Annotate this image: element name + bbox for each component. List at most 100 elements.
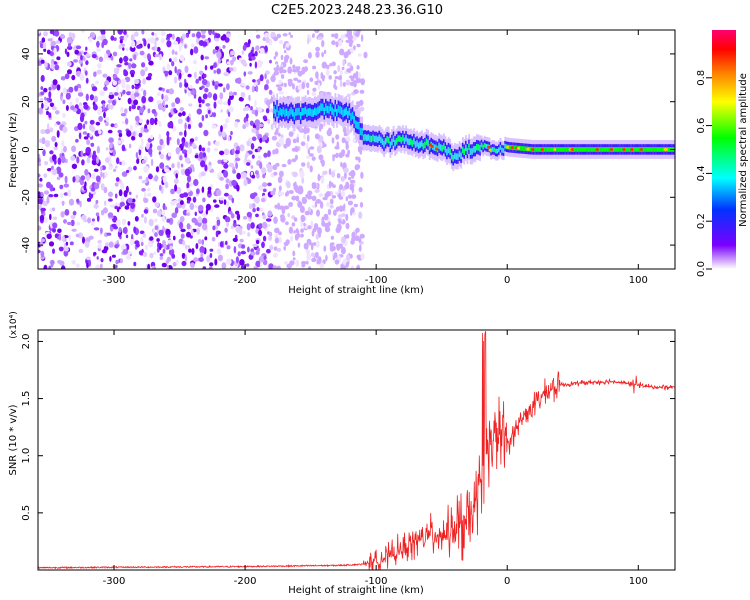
noise-speckle — [150, 158, 154, 167]
noise-speckle — [67, 45, 73, 51]
noise-speckle — [52, 168, 58, 176]
noise-speckle — [321, 216, 325, 223]
trace-core — [444, 146, 447, 153]
trace-core — [386, 136, 389, 143]
noise-speckle — [292, 83, 295, 90]
noise-speckle — [84, 70, 88, 76]
noise-speckle — [154, 117, 158, 125]
noise-speckle — [291, 215, 296, 220]
noise-speckle — [226, 221, 229, 227]
trace-core — [443, 143, 445, 150]
noise-speckle — [141, 30, 145, 35]
noise-speckle — [161, 93, 164, 100]
noise-speckle — [241, 172, 247, 179]
noise-speckle — [204, 236, 208, 241]
noise-speckle — [214, 37, 220, 42]
noise-speckle — [335, 191, 339, 195]
noise-speckle — [264, 84, 269, 91]
noise-speckle — [339, 184, 343, 190]
noise-speckle — [198, 96, 202, 104]
trace-core — [416, 140, 419, 147]
noise-speckle — [112, 99, 116, 106]
noise-speckle — [210, 65, 214, 70]
noise-speckle — [279, 205, 285, 210]
noise-speckle — [118, 92, 122, 99]
trace-core — [422, 143, 425, 150]
noise-speckle — [246, 211, 252, 218]
noise-speckle — [353, 203, 358, 208]
noise-speckle — [250, 251, 256, 256]
noise-speckle — [186, 187, 191, 193]
noise-speckle — [284, 261, 288, 265]
noise-speckle — [300, 141, 306, 146]
noise-speckle — [51, 135, 57, 142]
noise-speckle — [134, 216, 139, 222]
noise-speckle — [164, 168, 170, 173]
noise-speckle — [214, 204, 220, 208]
noise-speckle — [345, 181, 350, 189]
noise-speckle — [109, 142, 113, 149]
noise-speckle — [358, 237, 362, 244]
trace-core — [551, 147, 554, 152]
noise-speckle — [259, 262, 263, 268]
noise-speckle — [115, 219, 121, 227]
noise-speckle — [189, 138, 195, 143]
noise-speckle — [347, 68, 352, 73]
trace-core — [578, 147, 581, 152]
noise-speckle — [285, 221, 289, 226]
noise-speckle — [146, 192, 152, 197]
noise-speckle — [91, 159, 97, 166]
noise-speckle — [200, 160, 204, 168]
trace-core — [392, 135, 395, 142]
noise-speckle — [297, 79, 302, 83]
noise-speckle — [301, 81, 306, 90]
noise-speckle — [125, 254, 132, 260]
noise-speckle — [62, 87, 67, 94]
trace-core — [658, 147, 661, 152]
trace-core — [586, 147, 588, 152]
trace-core — [399, 135, 401, 142]
noise-speckle — [259, 74, 264, 82]
spectrogram-marks — [38, 30, 675, 269]
trace-core — [310, 109, 313, 117]
noise-speckle — [199, 70, 204, 76]
noise-speckle — [52, 207, 56, 211]
noise-speckle — [103, 86, 108, 91]
noise-speckle — [323, 245, 327, 252]
noise-speckle — [284, 55, 290, 60]
noise-speckle — [229, 210, 233, 215]
noise-speckle — [140, 69, 146, 77]
noise-speckle — [115, 177, 120, 182]
noise-speckle — [146, 187, 151, 192]
noise-speckle — [116, 157, 120, 165]
noise-speckle — [192, 196, 197, 203]
noise-speckle — [314, 201, 318, 208]
noise-speckle — [188, 103, 193, 107]
noise-speckle — [341, 265, 347, 269]
noise-speckle — [56, 84, 61, 91]
noise-speckle — [127, 97, 132, 105]
noise-speckle — [246, 162, 251, 166]
noise-speckle — [250, 171, 254, 176]
noise-speckle — [273, 67, 278, 71]
noise-speckle — [338, 218, 342, 224]
trace-core — [590, 147, 593, 152]
noise-speckle — [174, 207, 179, 214]
noise-speckle — [331, 33, 335, 38]
noise-speckle — [255, 260, 261, 268]
noise-speckle — [193, 257, 199, 263]
noise-speckle — [213, 101, 217, 109]
noise-speckle — [104, 80, 110, 86]
trace-core — [449, 148, 452, 155]
noise-speckle — [187, 147, 192, 155]
noise-speckle — [306, 37, 310, 45]
colorbar-tick-label: 0.4 — [696, 165, 707, 181]
noise-speckle — [227, 136, 231, 142]
noise-speckle — [216, 189, 222, 197]
noise-speckle — [127, 197, 133, 204]
noise-speckle — [338, 152, 344, 159]
noise-speckle — [201, 85, 205, 89]
noise-speckle — [220, 109, 223, 113]
noise-speckle — [76, 198, 80, 203]
noise-speckle — [166, 34, 170, 39]
